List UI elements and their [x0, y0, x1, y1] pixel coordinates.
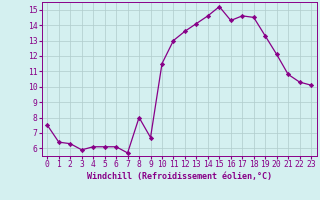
X-axis label: Windchill (Refroidissement éolien,°C): Windchill (Refroidissement éolien,°C) — [87, 172, 272, 181]
